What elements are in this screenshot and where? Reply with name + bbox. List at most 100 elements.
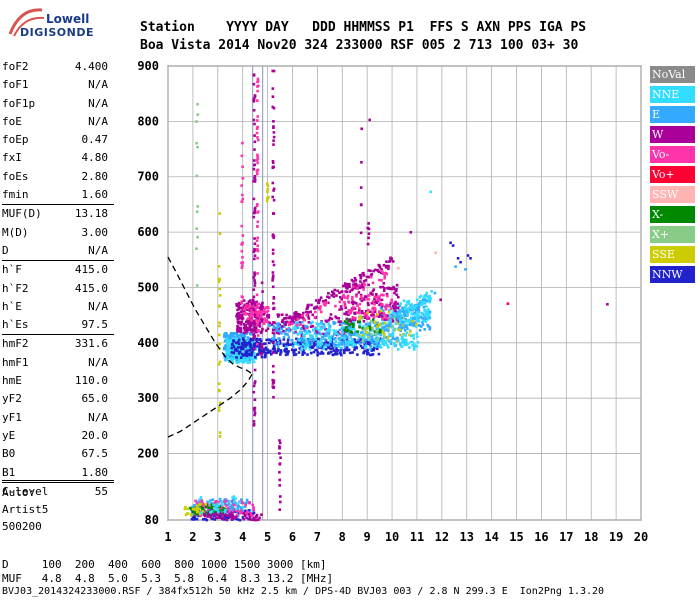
echo-point <box>343 351 346 355</box>
echo-point <box>242 339 245 342</box>
echo-point <box>371 281 375 285</box>
echo-point <box>271 95 275 98</box>
echo-point <box>256 79 260 83</box>
echo-point <box>319 352 322 355</box>
x-tick-label: 5 <box>264 530 271 544</box>
echo-point <box>300 337 303 340</box>
echo-point <box>249 309 253 312</box>
echo-point <box>369 292 372 296</box>
param-value: 97.5 <box>81 318 109 332</box>
echo-point <box>338 291 341 294</box>
echo-point <box>240 317 244 321</box>
echo-point <box>393 342 396 345</box>
echo-point <box>459 260 462 264</box>
echo-point <box>242 511 246 515</box>
echo-point <box>203 514 207 518</box>
echo-point <box>234 516 238 519</box>
echo-point <box>350 307 354 310</box>
echo-point <box>506 302 510 305</box>
echo-point <box>252 338 255 342</box>
echo-point <box>392 306 396 310</box>
echo-point <box>405 319 408 323</box>
echo-point <box>259 313 262 316</box>
echo-point <box>204 518 207 521</box>
echo-point <box>371 289 375 293</box>
param-value: N/A <box>88 243 108 257</box>
echo-point <box>242 308 246 311</box>
echo-point <box>327 296 331 299</box>
echo-point <box>373 310 377 313</box>
echo-point <box>381 341 384 345</box>
echo-point <box>275 329 278 332</box>
echo-point <box>397 348 400 351</box>
echo-point <box>391 260 395 263</box>
echo-point <box>258 351 262 354</box>
echo-point <box>236 507 240 511</box>
echo-point <box>397 312 401 316</box>
echo-point <box>367 236 370 240</box>
echo-point <box>267 338 271 341</box>
echo-point <box>280 327 284 331</box>
echo-point <box>272 198 276 202</box>
echo-point <box>380 293 383 297</box>
echo-point <box>253 398 257 401</box>
param-label: h`Es <box>2 318 29 332</box>
echo-point <box>231 334 235 338</box>
echo-point <box>240 224 244 228</box>
echo-point <box>266 197 269 201</box>
echo-point <box>297 323 301 327</box>
echo-point <box>229 354 233 358</box>
echo-point <box>348 332 351 336</box>
echo-point <box>324 347 328 351</box>
echo-point <box>272 131 276 134</box>
echo-point <box>252 333 255 336</box>
echo-point <box>237 352 241 355</box>
echo-point <box>240 313 244 317</box>
echo-point <box>218 505 222 509</box>
echo-point <box>414 344 418 348</box>
echo-point <box>222 507 226 510</box>
echo-point <box>327 318 331 322</box>
echo-point <box>260 310 263 314</box>
echo-point <box>380 315 384 318</box>
echo-point <box>253 249 257 252</box>
echo-point <box>225 349 228 353</box>
echo-point <box>320 338 324 341</box>
echo-point <box>381 317 384 320</box>
param-label: fxI <box>2 151 22 165</box>
echo-point <box>253 237 256 240</box>
echo-point <box>332 353 335 356</box>
echo-point <box>198 512 202 516</box>
echo-point <box>248 337 251 341</box>
param-value: 4.80 <box>81 151 109 165</box>
echo-point <box>240 300 244 303</box>
echo-point <box>350 297 354 301</box>
echo-point <box>379 333 383 337</box>
echo-point <box>245 512 249 516</box>
echo-point <box>343 312 346 316</box>
echo-point <box>258 342 262 345</box>
echo-point <box>296 333 300 336</box>
echo-point <box>240 511 244 515</box>
echo-point <box>302 348 305 352</box>
echo-point <box>320 343 323 346</box>
echo-point <box>256 85 259 88</box>
echo-point <box>358 342 361 345</box>
echo-point <box>383 336 386 339</box>
echo-point <box>340 343 344 346</box>
echo-point <box>428 312 431 316</box>
echo-point <box>395 321 398 324</box>
echo-point <box>195 284 199 287</box>
echo-point <box>255 353 259 356</box>
echo-point <box>402 310 405 314</box>
echo-point <box>313 316 317 319</box>
echo-point <box>230 346 234 350</box>
echo-point <box>244 345 247 348</box>
echo-point <box>426 323 429 327</box>
echo-point <box>323 325 326 329</box>
echo-point <box>190 508 193 511</box>
echo-point <box>315 348 319 352</box>
echo-point <box>244 331 247 334</box>
echo-point <box>319 305 322 308</box>
echo-point <box>248 501 251 504</box>
